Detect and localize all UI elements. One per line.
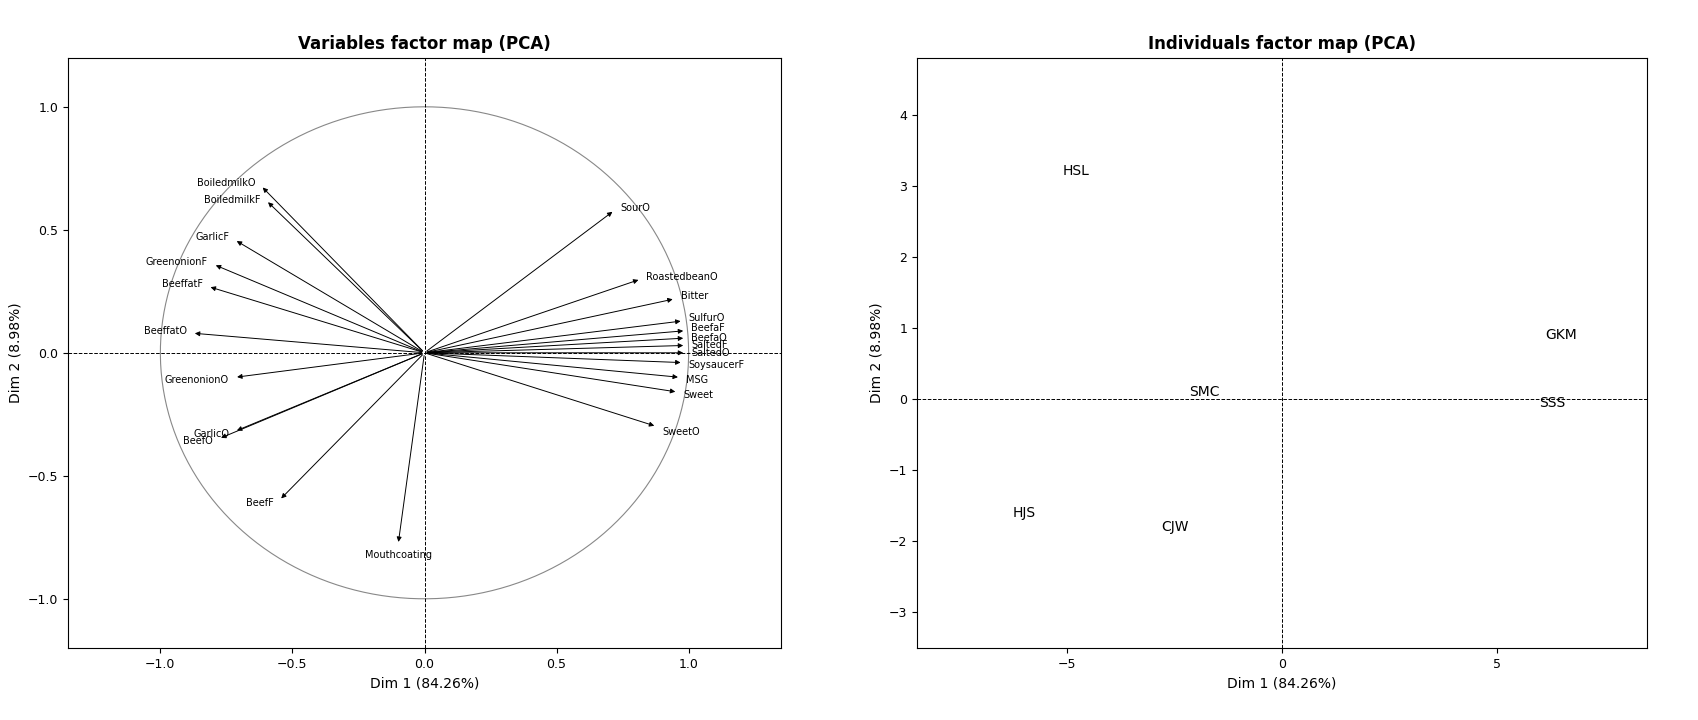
Text: CJW: CJW bbox=[1161, 520, 1189, 534]
Text: BeefO: BeefO bbox=[183, 436, 214, 446]
Text: SSS: SSS bbox=[1540, 395, 1566, 410]
Text: BeefaO: BeefaO bbox=[691, 333, 727, 343]
Text: SMC: SMC bbox=[1189, 385, 1219, 399]
Y-axis label: Dim 2 (8.98%): Dim 2 (8.98%) bbox=[8, 302, 22, 403]
Text: SweetO: SweetO bbox=[662, 426, 700, 436]
Text: BeeffatO: BeeffatO bbox=[144, 325, 187, 336]
Text: GKM: GKM bbox=[1545, 328, 1577, 342]
X-axis label: Dim 1 (84.26%): Dim 1 (84.26%) bbox=[370, 676, 479, 690]
Text: SourO: SourO bbox=[620, 202, 650, 212]
Y-axis label: Dim 2 (8.98%): Dim 2 (8.98%) bbox=[869, 302, 883, 403]
Text: GarlicO: GarlicO bbox=[194, 429, 229, 439]
Text: BoiledmilkF: BoiledmilkF bbox=[204, 195, 261, 205]
Text: Sweet: Sweet bbox=[683, 390, 713, 400]
Text: GreenonionF: GreenonionF bbox=[146, 257, 207, 267]
Title: Individuals factor map (PCA): Individuals factor map (PCA) bbox=[1148, 35, 1416, 53]
Text: GreenonionO: GreenonionO bbox=[165, 375, 229, 385]
Text: Mouthcoating: Mouthcoating bbox=[365, 549, 431, 559]
Text: SaltedO: SaltedO bbox=[691, 348, 730, 358]
Text: SoysaucerF: SoysaucerF bbox=[689, 360, 745, 370]
Text: MSG: MSG bbox=[686, 375, 708, 385]
Text: GarlicF: GarlicF bbox=[195, 232, 229, 242]
Text: Bitter: Bitter bbox=[681, 291, 708, 301]
Text: BoiledmilkO: BoiledmilkO bbox=[197, 178, 255, 188]
Text: SulfurO: SulfurO bbox=[689, 313, 725, 323]
Text: BeefF: BeefF bbox=[246, 498, 273, 508]
Text: BeefaF: BeefaF bbox=[691, 323, 725, 333]
Text: HJS: HJS bbox=[1012, 506, 1036, 520]
X-axis label: Dim 1 (84.26%): Dim 1 (84.26%) bbox=[1228, 676, 1336, 690]
Text: BeeffatF: BeeffatF bbox=[161, 279, 202, 289]
Text: SaltedF: SaltedF bbox=[691, 341, 728, 351]
Text: RoastedbeanO: RoastedbeanO bbox=[647, 271, 718, 282]
Title: Variables factor map (PCA): Variables factor map (PCA) bbox=[299, 35, 550, 53]
Text: HSL: HSL bbox=[1063, 164, 1090, 179]
